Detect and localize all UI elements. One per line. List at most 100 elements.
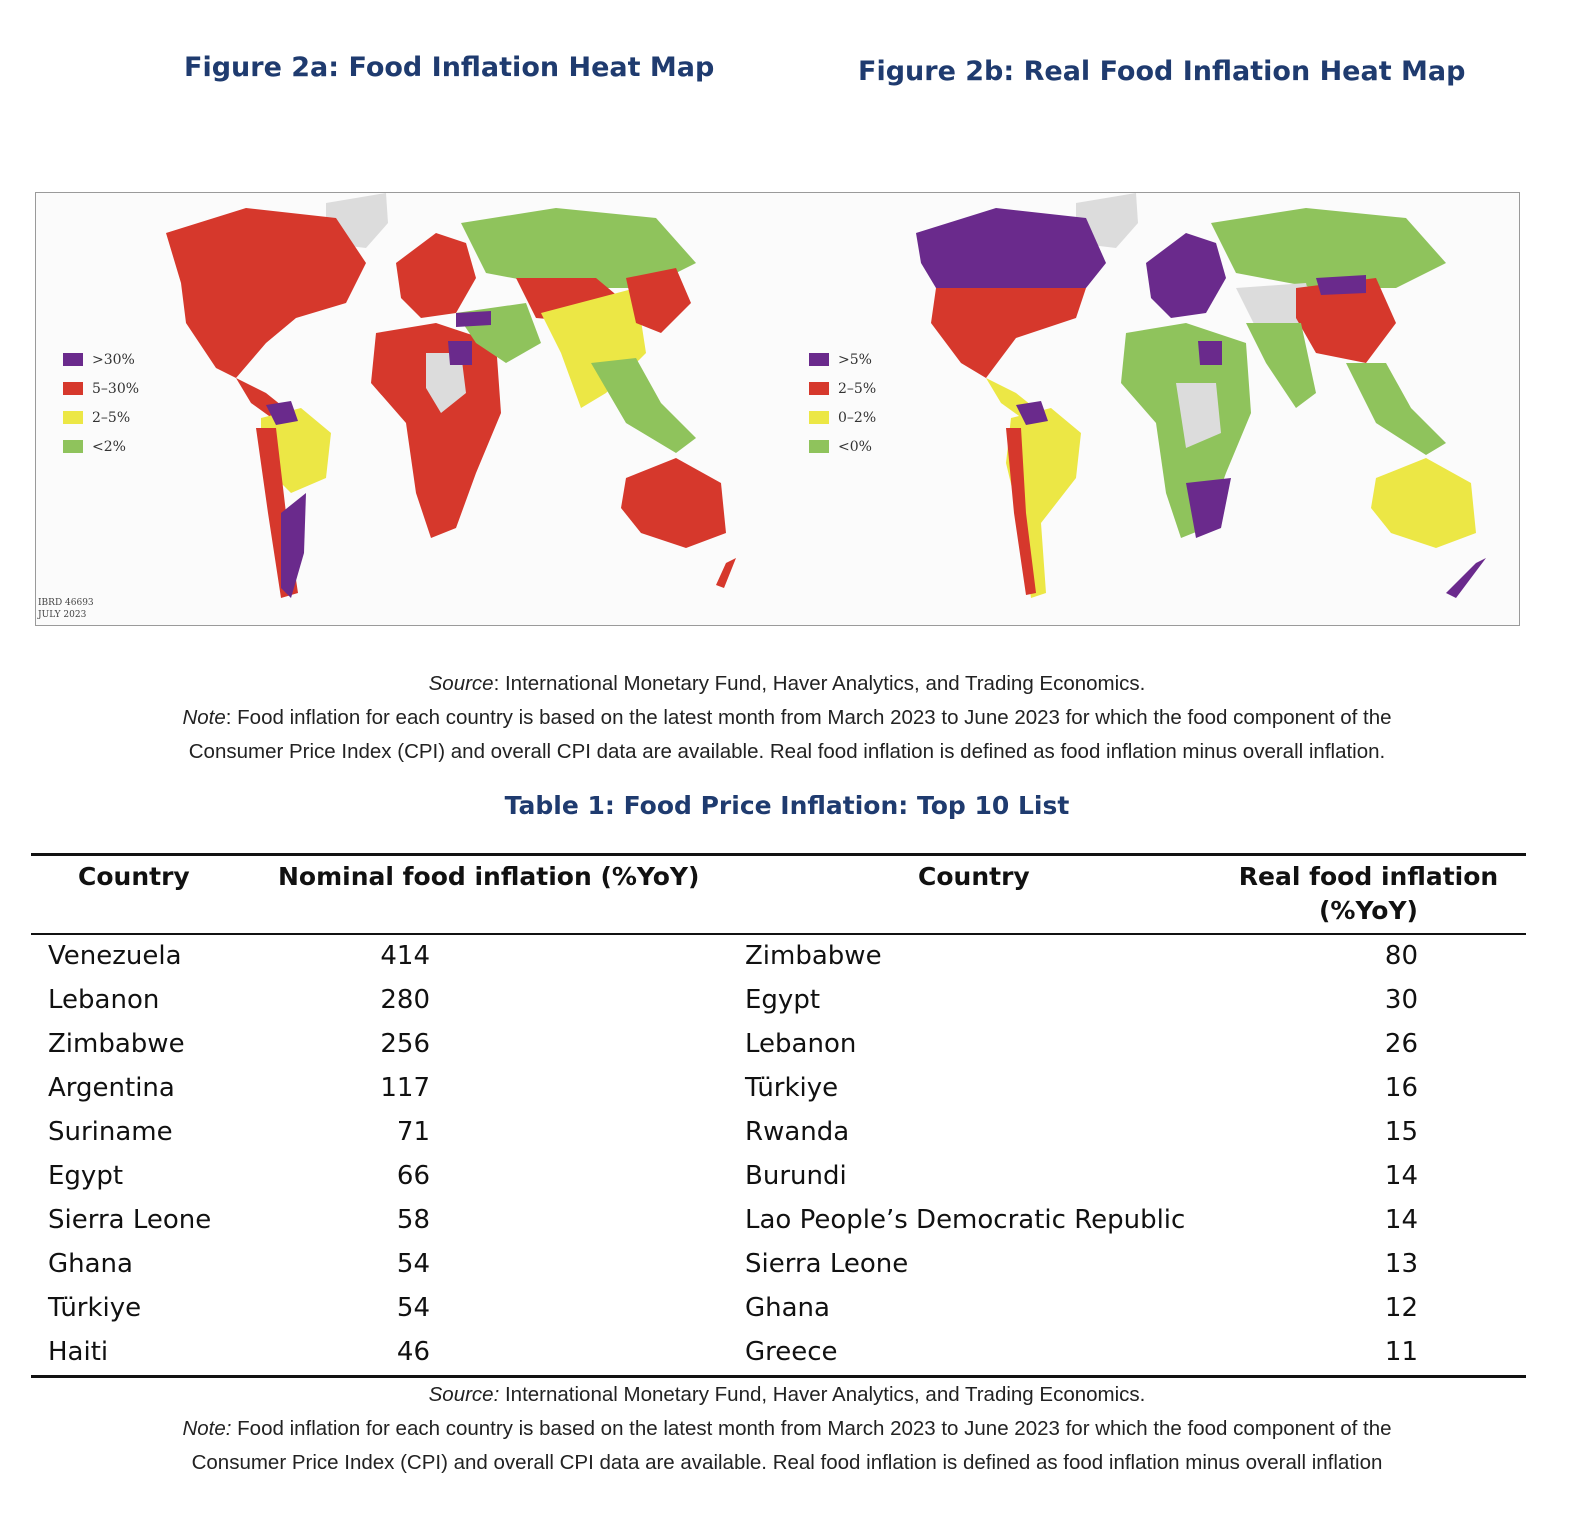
- real-cell: 14: [1384, 1161, 1418, 1191]
- table-bottom-rule: [31, 1375, 1526, 1378]
- country-cell: Sierra Leone: [48, 1205, 212, 1235]
- world-maps: [166, 193, 1486, 598]
- table-title: Table 1: Food Price Inflation: Top 10 Li…: [504, 791, 1070, 820]
- source-line: Source: International Monetary Fund, Hav…: [0, 667, 1574, 701]
- map-a-north-america: [166, 208, 366, 378]
- real-cell: 16: [1384, 1073, 1418, 1103]
- map-b-china: [1296, 278, 1396, 363]
- map-b-se-asia: [1346, 363, 1446, 455]
- map-a-new-zealand: [716, 558, 736, 588]
- legend-item: 5–30%: [63, 374, 139, 403]
- legend-2b: >5% 2–5% 0–2% <0%: [809, 345, 876, 461]
- nominal-cell: 54: [396, 1249, 430, 1279]
- real-cell: 26: [1384, 1029, 1418, 1059]
- table-row: Sierra Leone 58 Lao People’s Democratic Re…: [0, 1201, 1574, 1245]
- map-b-australia: [1371, 458, 1476, 548]
- table-header-rule: [31, 933, 1526, 935]
- country-cell: Lebanon: [48, 985, 160, 1015]
- real-cell: 14: [1384, 1205, 1418, 1235]
- figure-caption: Source: International Monetary Fund, Hav…: [0, 667, 1574, 769]
- map-a-venezuela: [266, 401, 298, 425]
- source-label: Source: [428, 672, 494, 695]
- real-cell: 12: [1384, 1293, 1418, 1323]
- real-cell: 30: [1384, 985, 1418, 1015]
- map-b-russia: [1211, 208, 1446, 288]
- country-cell: Greece: [745, 1337, 838, 1367]
- legend-label: 5–30%: [92, 380, 140, 397]
- country-cell: Venezuela: [48, 941, 182, 971]
- map-a-argentina: [281, 493, 306, 598]
- legend-swatch: [809, 353, 829, 366]
- legend-item: <2%: [63, 432, 139, 461]
- table-row: Türkiye 54 Ghana 12: [0, 1289, 1574, 1333]
- legend-item: 2–5%: [809, 374, 876, 403]
- country-cell: Haiti: [48, 1337, 109, 1367]
- map-a-egypt: [448, 341, 472, 365]
- country-cell: Ghana: [48, 1249, 133, 1279]
- figure-2b-title: Figure 2b: Real Food Inflation Heat Map: [858, 56, 1466, 87]
- note-label: Note: [182, 706, 226, 729]
- figure-2a-title: Figure 2a: Food Inflation Heat Map: [184, 52, 715, 83]
- map-a-australia: [621, 458, 726, 548]
- table-caption: Source: International Monetary Fund, Hav…: [0, 1378, 1574, 1480]
- country-cell: Egypt: [48, 1161, 124, 1191]
- nominal-cell: 117: [380, 1073, 430, 1103]
- map-b-mongolia: [1316, 275, 1366, 295]
- nominal-cell: 256: [380, 1029, 430, 1059]
- legend-swatch: [63, 382, 83, 395]
- legend-label: <2%: [92, 438, 126, 455]
- map-b-venezuela: [1016, 401, 1048, 425]
- real-cell: 13: [1384, 1249, 1418, 1279]
- note-line-2: Consumer Price Index (CPI) and overall C…: [188, 740, 1386, 763]
- legend-swatch: [809, 382, 829, 395]
- legend-swatch: [63, 411, 83, 424]
- nominal-cell: 414: [380, 941, 430, 971]
- legend-label: 0–2%: [838, 409, 877, 426]
- table-row: Venezuela 414 Zimbabwe 80: [0, 937, 1574, 981]
- country-cell: Suriname: [48, 1117, 173, 1147]
- legend-label: 2–5%: [838, 380, 877, 397]
- country-cell: Türkiye: [745, 1073, 839, 1103]
- note-text: Food inflation for each country is based…: [231, 1417, 1392, 1440]
- legend-swatch: [63, 440, 83, 453]
- note-line: Note: Food inflation for each country is…: [0, 1412, 1574, 1446]
- real-cell: 11: [1384, 1337, 1418, 1367]
- legend-label: <0%: [838, 438, 872, 455]
- country-cell: Lao People’s Democratic Republic: [745, 1205, 1186, 1235]
- note-label: Note:: [182, 1417, 232, 1440]
- source-text: : International Monetary Fund, Haver Ana…: [493, 672, 1146, 695]
- legend-swatch: [809, 411, 829, 424]
- legend-item: >5%: [809, 345, 876, 374]
- table-row: Lebanon 280 Egypt 30: [0, 981, 1574, 1025]
- country-cell: Sierra Leone: [745, 1249, 909, 1279]
- table-row: Ghana 54 Sierra Leone 13: [0, 1245, 1574, 1289]
- map-b-usa: [931, 288, 1086, 378]
- heat-map-panel: >30% 5–30% 2–5% <2% >5% 2–5% 0–2% <0% IB…: [35, 192, 1520, 626]
- map-b-southern-africa: [1186, 478, 1231, 538]
- real-cell: 80: [1384, 941, 1418, 971]
- map-a-africa: [371, 323, 501, 538]
- table-row: Suriname 71 Rwanda 15: [0, 1113, 1574, 1157]
- map-b-south-asia: [1246, 323, 1316, 408]
- map-2a: [166, 193, 736, 598]
- country-cell: Rwanda: [745, 1117, 850, 1147]
- country-cell: Lebanon: [745, 1029, 857, 1059]
- note-line-2: Consumer Price Index (CPI) and overall C…: [191, 1451, 1383, 1474]
- map-b-europe: [1146, 233, 1226, 318]
- map-a-europe: [396, 233, 476, 318]
- map-b-new-zealand: [1446, 558, 1486, 598]
- map-a-russia: [461, 208, 696, 288]
- stamp-line: IBRD 46693: [38, 598, 94, 608]
- legend-item: <0%: [809, 432, 876, 461]
- country-cell: Zimbabwe: [48, 1029, 185, 1059]
- country-cell: Argentina: [48, 1073, 175, 1103]
- legend-item: 0–2%: [809, 403, 876, 432]
- header-country-right: Country: [918, 862, 1030, 891]
- map-a-turkiye: [456, 311, 491, 327]
- note-line: Note: Food inflation for each country is…: [0, 701, 1574, 735]
- map-stamp: IBRD 46693 JULY 2023: [38, 597, 94, 621]
- header-nominal: Nominal food inflation (%YoY): [278, 862, 700, 891]
- country-cell: Zimbabwe: [745, 941, 882, 971]
- country-cell: Burundi: [745, 1161, 847, 1191]
- map-b-andes: [1006, 428, 1036, 595]
